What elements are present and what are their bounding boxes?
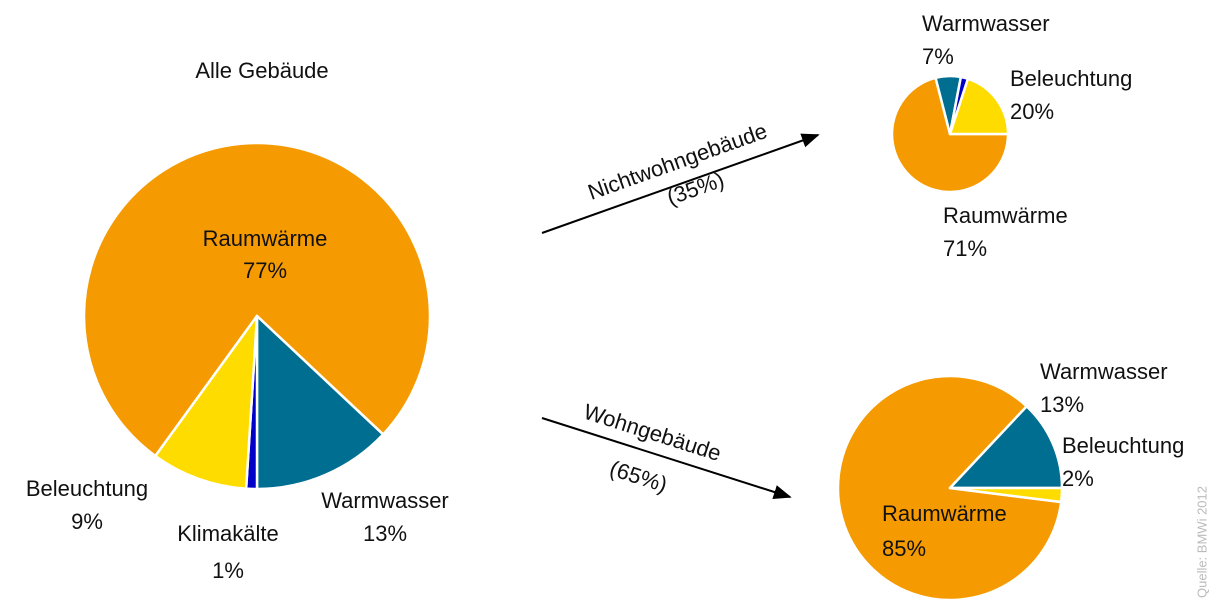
slice-label: Beleuchtung: [26, 476, 148, 501]
slice-label: Beleuchtung: [1010, 66, 1132, 91]
arrow: [541, 417, 792, 499]
source: Quelle: BMWi 2012: [1194, 486, 1209, 598]
pie-slice: [82, 141, 432, 458]
value-label: 13%: [1040, 392, 1084, 417]
pie-slice: [154, 314, 259, 490]
value-label: 85%: [882, 536, 926, 561]
value-label: 13%: [363, 521, 407, 546]
slice-label: Klimakälte: [177, 521, 278, 546]
chart-title: Alle Gebäude: [195, 58, 328, 83]
slice-label: Raumwärme: [203, 226, 328, 251]
slice-label: Warmwasser: [922, 11, 1050, 36]
value-label: 77%: [243, 258, 287, 283]
value-label: 7%: [922, 44, 954, 69]
slice-label: Beleuchtung: [1062, 433, 1184, 458]
pie-slice: [948, 486, 1064, 504]
value-label: 1%: [212, 558, 244, 583]
arrow: [541, 133, 820, 234]
value-label: 71%: [943, 236, 987, 261]
value-label: 2%: [1062, 466, 1094, 491]
arrow-label: Wohngebäude: [581, 399, 725, 466]
slice-label: Warmwasser: [321, 488, 449, 513]
slice-label: Raumwärme: [943, 203, 1068, 228]
pie-slice: [948, 405, 1064, 490]
value-label: 9%: [71, 509, 103, 534]
slice-label: Warmwasser: [1040, 359, 1168, 384]
slice-label: Raumwärme: [882, 501, 1007, 526]
arrow-share: (65%): [607, 456, 671, 498]
value-label: 20%: [1010, 99, 1054, 124]
pie-slice: [948, 77, 1010, 136]
pie-slice: [255, 314, 385, 491]
